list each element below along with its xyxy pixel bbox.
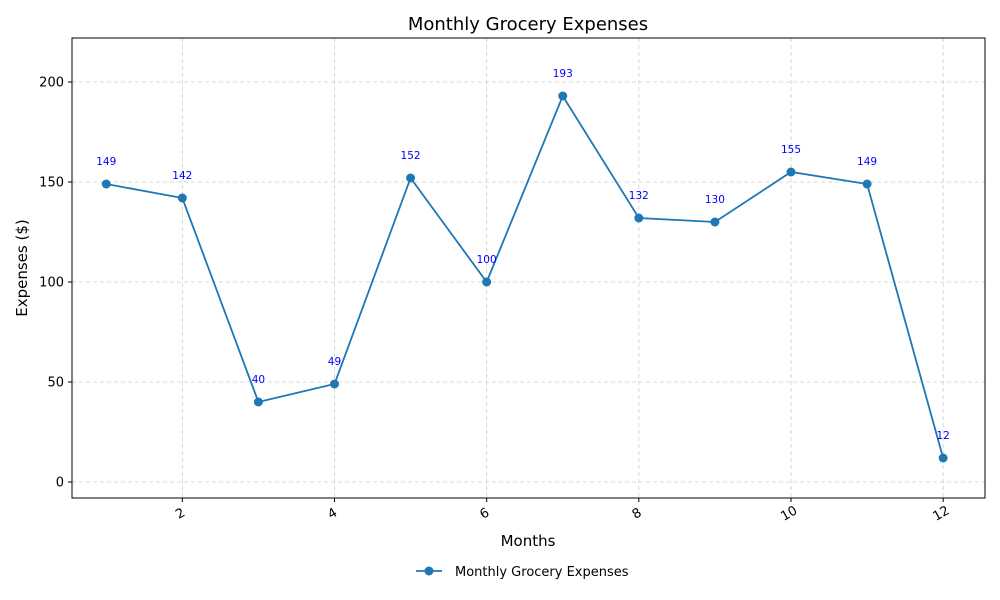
data-point bbox=[710, 217, 720, 227]
data-label: 49 bbox=[328, 356, 341, 368]
data-label: 130 bbox=[705, 194, 725, 206]
legend: Monthly Grocery Expenses bbox=[416, 565, 629, 580]
y-tick-label: 150 bbox=[39, 176, 64, 191]
data-label: 149 bbox=[96, 156, 116, 168]
legend-label: Monthly Grocery Expenses bbox=[455, 565, 629, 580]
data-point bbox=[862, 179, 872, 189]
x-tick-label: 12 bbox=[930, 503, 952, 524]
y-axis-label: Expenses ($) bbox=[13, 219, 31, 317]
y-tick-label: 0 bbox=[56, 476, 64, 491]
data-point bbox=[482, 277, 492, 287]
data-label: 155 bbox=[781, 144, 801, 156]
x-tick-label: 6 bbox=[478, 505, 493, 522]
data-label: 132 bbox=[629, 190, 649, 202]
data-label: 142 bbox=[172, 170, 192, 182]
plot-frame bbox=[71, 37, 986, 499]
data-label: 193 bbox=[553, 68, 573, 80]
data-point bbox=[101, 179, 111, 189]
legend-point-marker bbox=[424, 566, 434, 576]
data-point bbox=[406, 173, 416, 183]
x-axis-label: Months bbox=[501, 532, 556, 550]
data-label: 40 bbox=[252, 374, 265, 386]
x-tick-label: 4 bbox=[325, 505, 340, 522]
data-labels: 149 142 40 49 152 100 193 132 130 155 149 12 bbox=[96, 68, 950, 442]
data-point bbox=[329, 379, 339, 389]
y-tick-label: 50 bbox=[47, 376, 64, 391]
series-line bbox=[106, 94, 945, 459]
axis-ticks: 0 50 100 150 200 2 4 6 8 10 12 bbox=[39, 76, 952, 525]
data-point bbox=[558, 91, 568, 101]
chart-title: Monthly Grocery Expenses bbox=[408, 14, 648, 35]
data-label: 100 bbox=[477, 254, 497, 266]
x-tick-label: 10 bbox=[778, 503, 800, 524]
data-point bbox=[177, 193, 187, 203]
data-label: 12 bbox=[936, 430, 949, 442]
y-tick-label: 100 bbox=[39, 276, 64, 291]
x-tick-label: 2 bbox=[173, 505, 188, 522]
data-label: 149 bbox=[857, 156, 877, 168]
data-point bbox=[253, 397, 263, 407]
data-point bbox=[634, 213, 644, 223]
data-label: 152 bbox=[401, 150, 421, 162]
data-point bbox=[938, 453, 948, 463]
x-tick-label: 8 bbox=[630, 505, 645, 522]
data-point bbox=[786, 167, 796, 177]
series-layer bbox=[101, 91, 948, 463]
y-tick-label: 200 bbox=[39, 76, 64, 91]
